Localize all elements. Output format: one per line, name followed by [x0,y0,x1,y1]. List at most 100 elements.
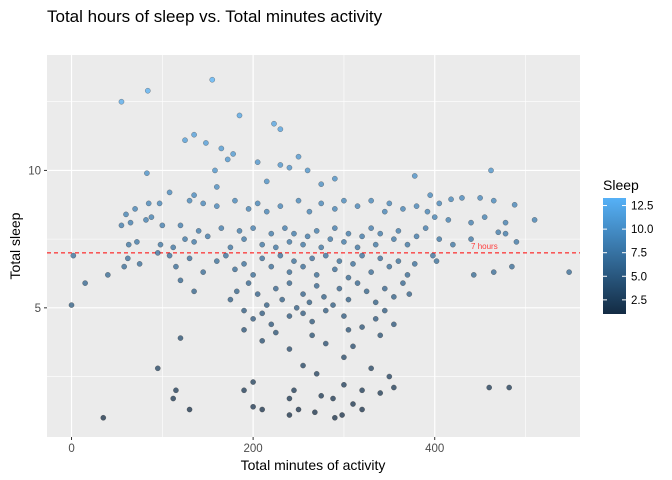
data-point [513,239,520,245]
data-point [271,120,277,127]
data-point [241,387,247,394]
data-point [227,244,234,251]
grid-minor [47,55,580,437]
data-point [159,222,166,229]
data-point [148,214,155,220]
data-point [468,236,474,242]
data-point [341,313,347,319]
data-point [286,239,293,245]
data-point [322,340,329,347]
data-point [157,241,164,248]
data-point [118,222,125,229]
data-point [227,296,234,303]
data-point [372,315,379,322]
y-tick-label: 5 [35,303,41,315]
data-point [391,293,397,300]
data-point [368,197,375,204]
data-point [391,321,397,328]
data-point [282,225,288,231]
plot-panel [47,55,580,437]
x-axis-title: Total minutes of activity [241,457,386,473]
data-point [277,126,284,133]
data-point [430,252,436,259]
data-point [191,288,197,295]
data-point [166,252,173,259]
data-point [359,233,365,240]
data-point [132,206,138,212]
data-point [209,76,216,83]
data-point [339,412,345,418]
data-point [156,200,163,207]
data-point [286,412,293,418]
data-point [377,255,384,262]
data-point [322,307,329,314]
data-point [486,384,493,391]
data-point [170,395,177,402]
x-tick-label: 400 [425,443,444,455]
x-tick-label: 200 [244,443,263,455]
data-point [118,98,125,105]
data-point [291,387,297,394]
data-point [68,302,75,308]
data-point [372,241,379,248]
legend-title: Sleep [603,177,639,193]
data-point [331,225,338,231]
data-point [336,258,343,264]
x-axis-ticks: 0 200 400 [68,437,444,455]
data-point [468,219,474,226]
data-point [134,239,140,245]
data-point [300,241,306,248]
data-point [313,272,320,278]
data-point [327,236,334,242]
data-point [277,252,284,259]
legend-tick-label: 5.0 [631,271,647,283]
data-point [386,263,393,270]
data-point [286,280,293,286]
data-point [386,373,393,380]
y-axis-ticks: 5 10 [28,165,47,315]
data-point [223,252,229,259]
data-point [293,304,300,311]
data-point [250,315,256,322]
data-point [445,217,452,223]
data-point [177,277,184,284]
data-point [368,365,375,372]
data-point [395,258,402,264]
data-point [368,225,375,231]
data-point [300,310,306,317]
data-point [70,252,77,259]
data-point [331,414,338,421]
data-point [427,192,434,199]
data-point [200,269,207,275]
data-point [372,299,379,306]
x-tick-label: 0 [68,443,74,455]
data-point [300,291,306,297]
data-point [182,137,188,144]
data-point [259,241,266,248]
data-point [291,230,297,237]
data-point [254,159,261,166]
data-point [490,269,497,275]
data-point [422,225,429,231]
data-point [309,255,315,262]
data-point [431,214,438,220]
data-point [424,208,431,215]
data-point [495,229,502,236]
data-point [173,263,179,270]
data-point [377,390,384,396]
data-point [354,244,361,251]
data-point [304,233,311,240]
data-point [450,241,456,248]
data-point [312,409,318,416]
data-point [250,379,256,385]
data-point [436,236,443,242]
data-point [177,335,184,341]
color-legend: Sleep 2.5 5.0 7.5 10.0 12.5 [603,177,653,314]
chart-title: Total hours of sleep vs. Total minutes a… [47,7,383,26]
data-point [200,200,207,207]
data-point [506,384,513,391]
data-point [100,414,107,421]
data-point [123,211,129,218]
reference-line-label: 7 hours [471,242,498,251]
